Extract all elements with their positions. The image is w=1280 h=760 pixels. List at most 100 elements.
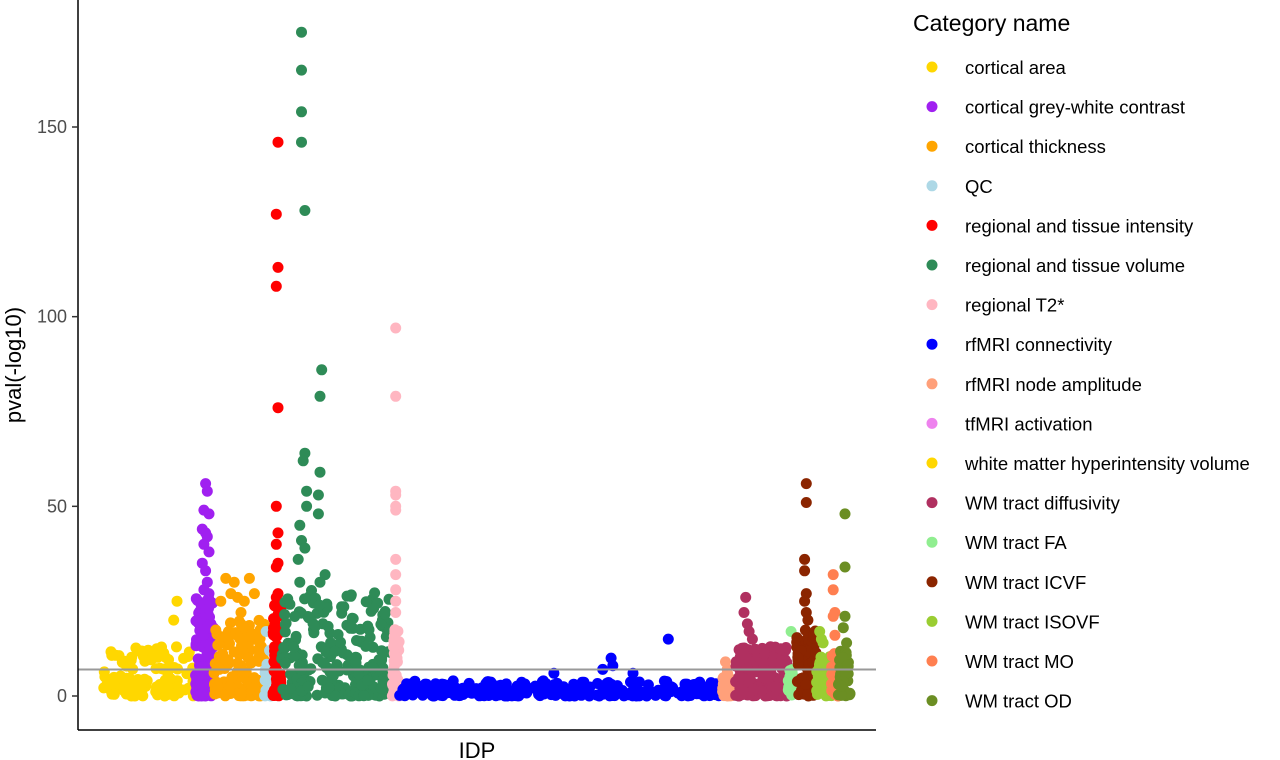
data-point [151,643,163,655]
data-point [179,684,191,696]
data-point [314,576,326,588]
data-point [124,672,136,684]
data-point [802,688,814,700]
data-point [358,690,370,702]
legend-label: cortical grey-white contrast [965,97,1185,118]
data-point [299,205,311,216]
data-point [301,500,313,512]
data-point [375,682,387,694]
data-point [746,633,758,645]
data-point [799,624,811,636]
data-point [345,590,357,602]
data-point [312,489,324,501]
data-point [171,641,182,653]
data-point [214,637,226,649]
data-point [827,610,839,622]
data-point [294,519,306,531]
data-point [223,657,235,669]
x-axis-title: IDP [459,738,496,760]
data-point [676,690,688,702]
legend-item: WM tract ICVF [926,572,1086,593]
data-point [844,687,856,699]
data-point [293,659,305,671]
data-point [802,614,814,626]
data-point [320,646,332,658]
data-point [353,668,364,680]
data-point [767,656,778,668]
legend-key [926,259,938,271]
data-point [316,364,328,376]
y-tick-label: 50 [47,496,67,516]
data-point [368,602,380,614]
data-points [98,26,856,702]
data-point [312,508,324,520]
data-point [282,593,294,605]
data-point [279,626,291,638]
data-point [547,687,559,699]
data-point [235,687,247,699]
legend-label: WM tract ISOVF [965,611,1100,632]
data-point [362,675,374,686]
data-point [225,617,236,629]
data-point [196,661,208,673]
legend-item: WM tract ISOVF [926,611,1100,632]
data-point [390,390,402,402]
data-point [734,671,746,683]
data-point [296,64,307,76]
data-point [813,673,825,685]
legend-item: regional T2* [926,295,1064,316]
data-point [211,628,223,640]
data-point [272,671,284,683]
y-tick-label: 100 [37,307,67,327]
legend-item: QC [926,176,993,197]
data-point [270,500,282,512]
data-point [363,624,375,636]
data-point [215,595,227,607]
data-point [738,642,750,654]
data-point [248,588,260,600]
data-point [660,685,672,697]
legend-item: rfMRI node amplitude [926,374,1142,395]
legend-item: rfMRI connectivity [926,334,1113,355]
data-point [388,635,400,647]
legend-item: cortical thickness [926,136,1106,157]
data-point [288,641,300,653]
data-point [792,651,804,663]
legend-label: regional and tissue volume [965,255,1185,276]
data-point [145,654,157,666]
data-point [829,629,841,641]
legend-label: rfMRI node amplitude [965,374,1142,395]
data-point [837,622,849,634]
data-point [252,644,264,656]
data-point [800,497,812,508]
data-point [203,546,215,558]
data-point [390,489,402,501]
legend-item: WM tract OD [926,691,1072,712]
data-point [627,667,639,679]
data-point [294,576,306,588]
legend-key [926,378,938,390]
data-point [101,679,113,690]
data-point [472,688,484,700]
data-point [108,688,120,700]
data-point [759,672,771,684]
data-point [168,614,180,626]
data-point [301,485,313,497]
data-point [209,658,221,670]
data-point [443,683,455,695]
y-tick-label: 0 [57,686,67,706]
legend-label: WM tract MO [965,651,1074,672]
data-point [376,652,388,664]
data-point [234,633,246,644]
data-point [272,402,284,414]
legend-label: tfMRI activation [965,413,1093,434]
data-point [154,679,166,690]
legend-key [926,101,938,113]
data-point [800,478,812,490]
data-point [645,686,657,698]
data-point [203,603,214,614]
data-point [98,666,110,678]
data-point [201,485,213,497]
data-point [699,685,711,697]
data-point [748,683,760,695]
